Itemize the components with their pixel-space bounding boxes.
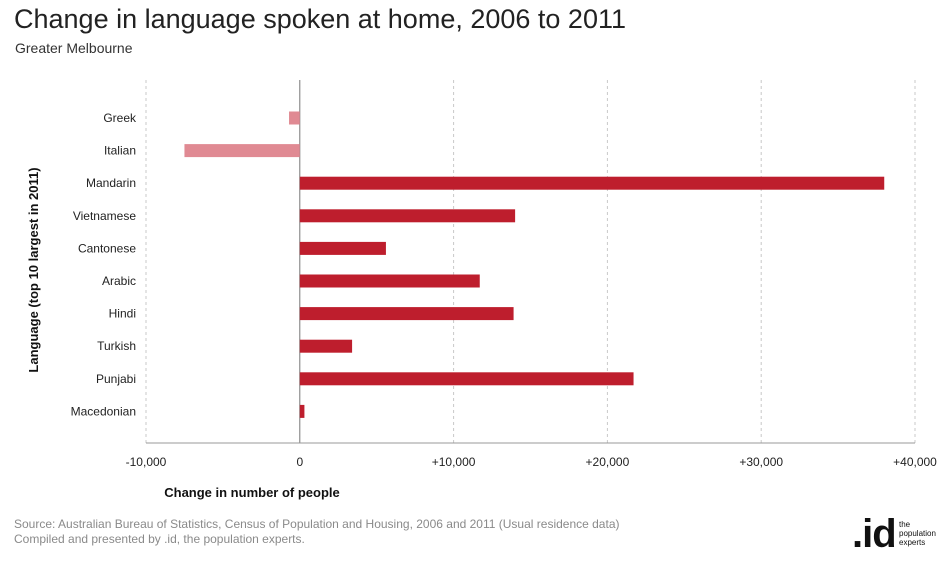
bar-arabic — [299, 274, 480, 288]
y-axis-title: Language (top 10 largest in 2011) — [26, 167, 41, 372]
chart-title: Change in language spoken at home, 2006 … — [14, 4, 626, 34]
category-label: Punjabi — [96, 372, 136, 386]
bar-macedonian — [299, 404, 305, 418]
category-label: Mandarin — [86, 176, 136, 190]
bar-greek — [289, 111, 300, 125]
bar-chart: -10,000 0 +10,000 +20,000 +30,000 +40,000 Gree… — [26, 80, 937, 500]
x-axis-title: Change in number of people — [164, 485, 340, 500]
logo-tagline: the population experts — [899, 520, 936, 547]
category-label: Turkish — [97, 339, 136, 353]
x-tick-label: +10,000 — [432, 455, 476, 469]
bar-cantonese — [299, 241, 386, 255]
source-line-2: Compiled and presented by .id, the popul… — [14, 532, 305, 546]
bar-hindi — [299, 307, 514, 321]
category-label: Italian — [104, 144, 136, 158]
x-tick-label: 0 — [296, 455, 303, 469]
bar-mandarin — [299, 176, 885, 190]
category-label: Vietnamese — [73, 209, 136, 223]
logo-line-3: experts — [899, 538, 926, 547]
bar-turkish — [299, 339, 353, 353]
bar-vietnamese — [299, 209, 516, 223]
x-tick-label: -10,000 — [126, 455, 167, 469]
bar-punjabi — [299, 372, 634, 386]
x-tick-label: +20,000 — [586, 455, 630, 469]
logo-line-2: population — [899, 529, 936, 538]
source-line-1: Source: Australian Bureau of Statistics,… — [14, 517, 620, 531]
logo-mark: .id — [852, 512, 897, 556]
id-logo: .id the population experts — [852, 514, 948, 558]
chart-subtitle: Greater Melbourne — [15, 40, 133, 56]
logo-line-1: the — [899, 520, 911, 529]
source-note: Source: Australian Bureau of Statistics,… — [14, 517, 619, 547]
category-label: Hindi — [109, 307, 136, 321]
x-tick-label: +30,000 — [739, 455, 783, 469]
category-label: Arabic — [102, 274, 136, 288]
category-label: Greek — [103, 111, 137, 125]
category-label: Macedonian — [71, 404, 136, 418]
x-tick-label: +40,000 — [893, 455, 937, 469]
category-label: Cantonese — [78, 241, 136, 255]
bar-italian — [184, 144, 300, 158]
